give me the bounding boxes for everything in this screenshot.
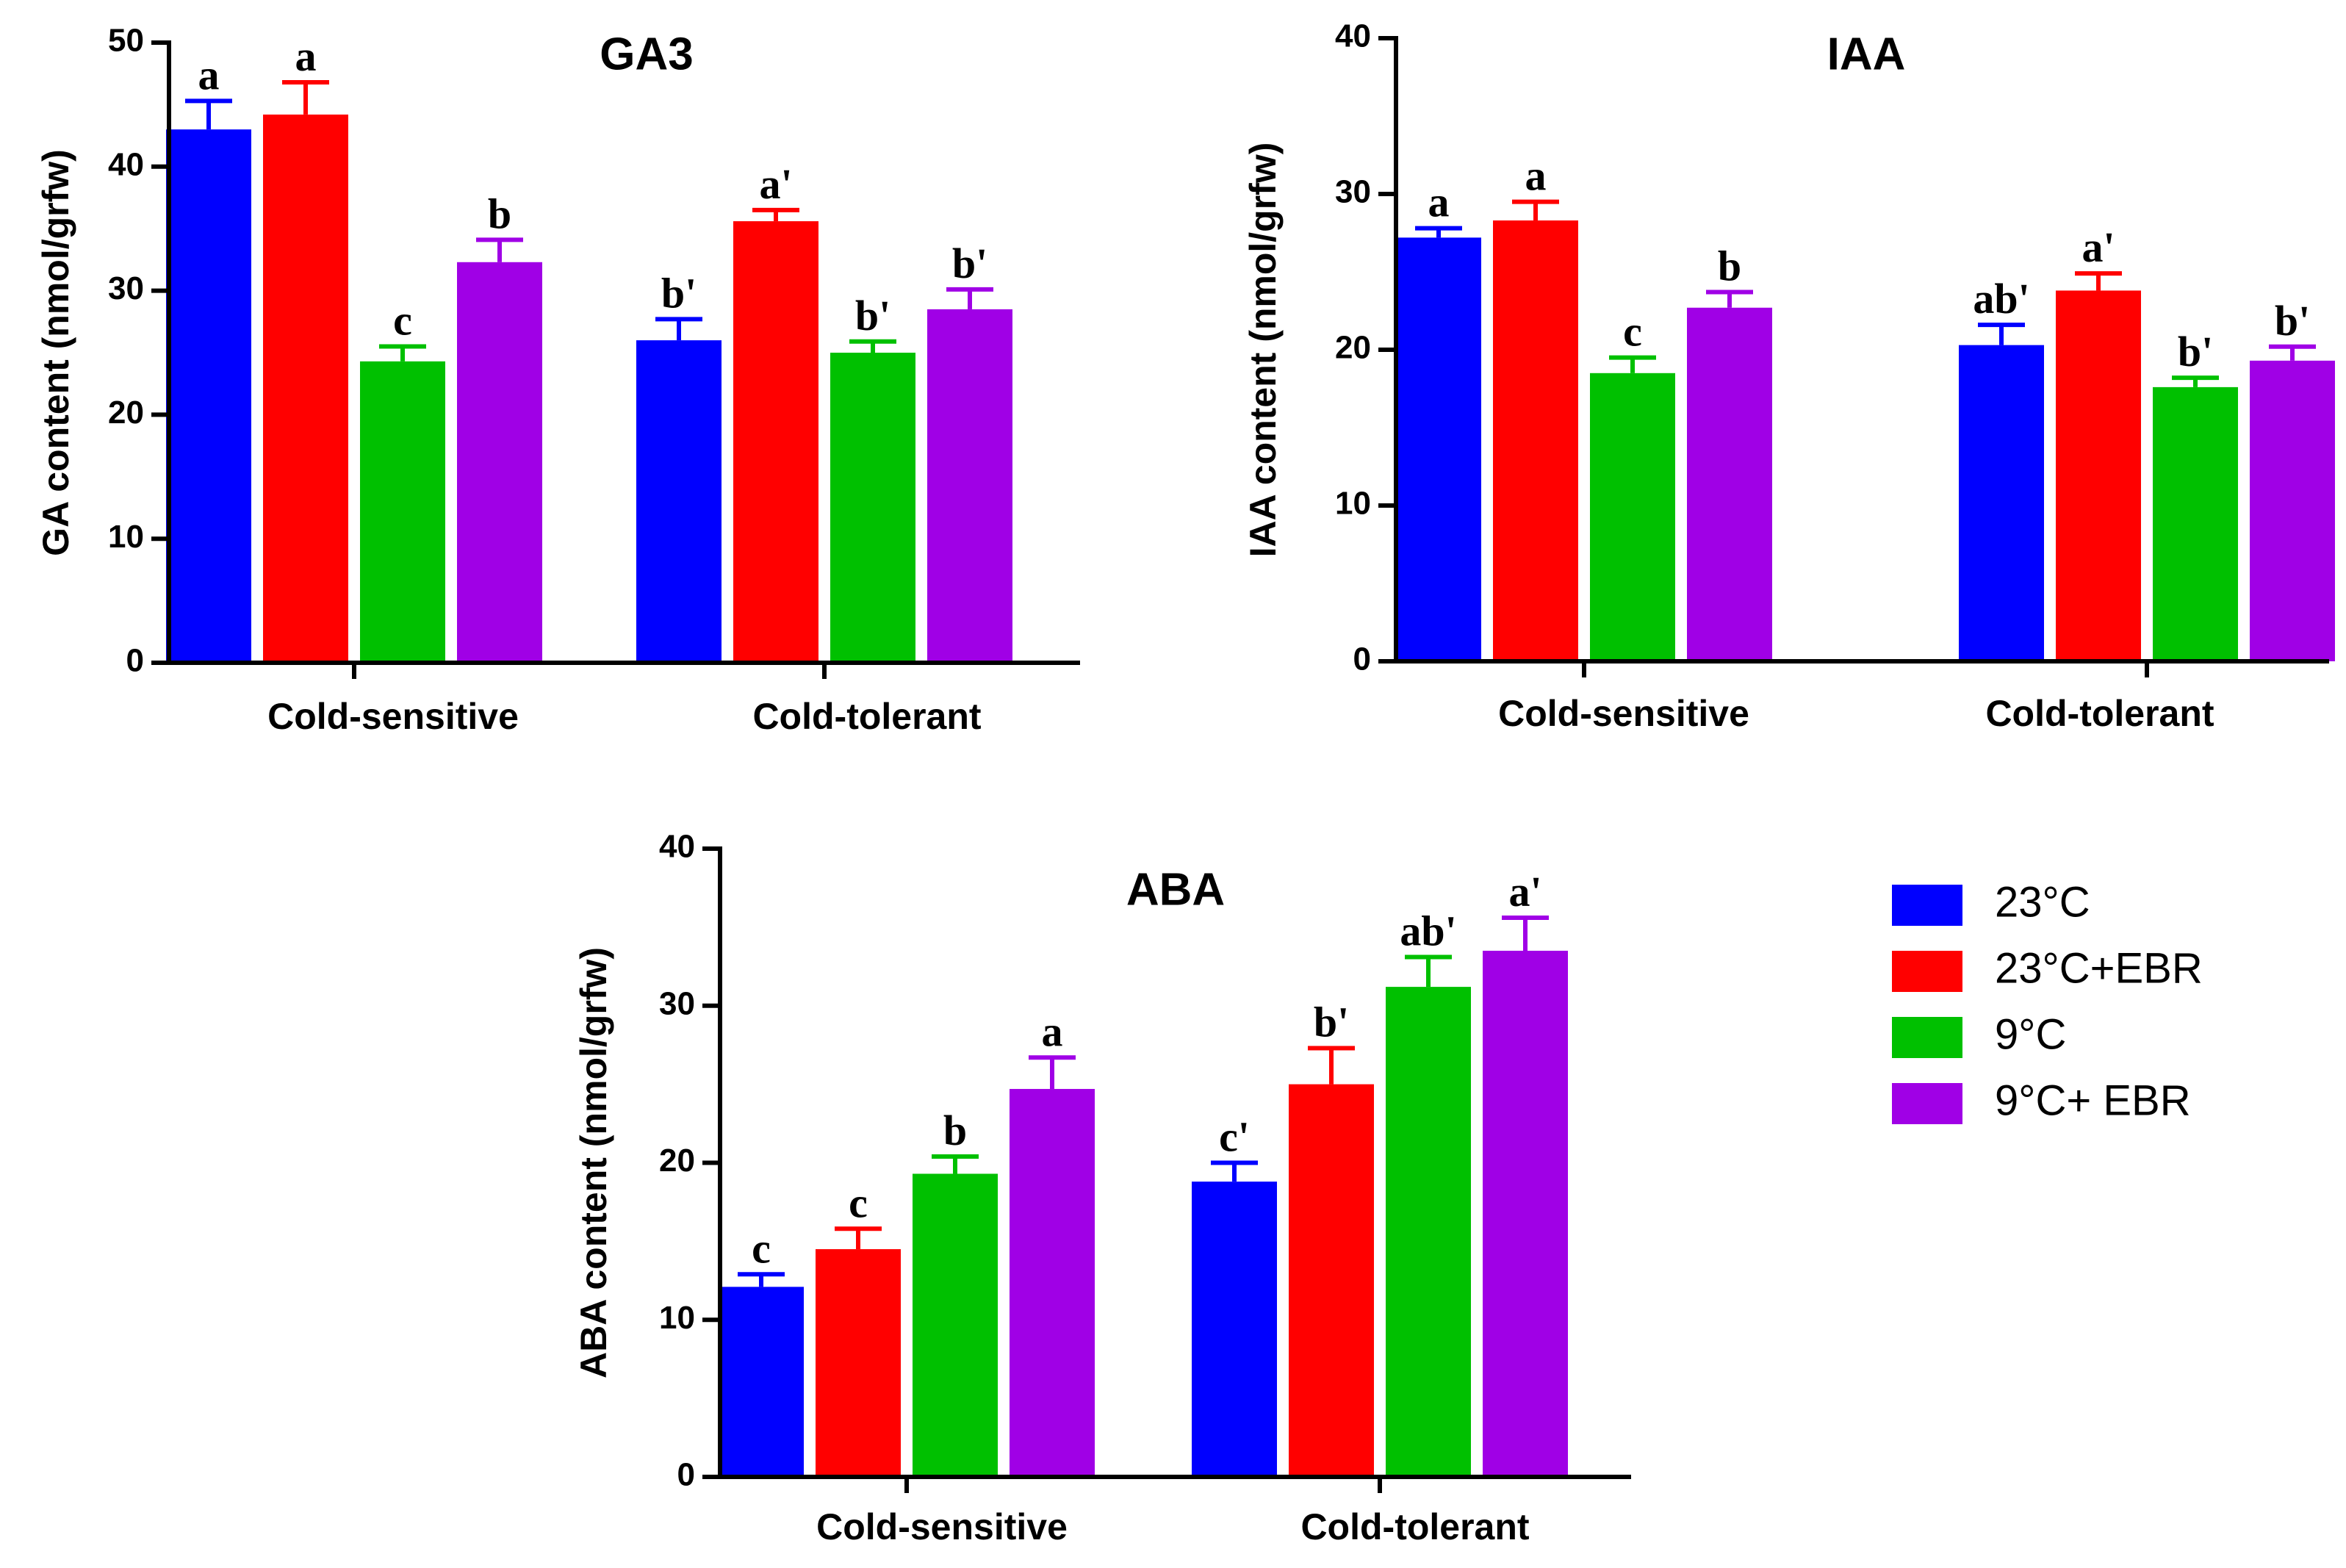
legend-swatch (1892, 1083, 1962, 1124)
y-tick-label: 40 (1335, 18, 1371, 54)
bar (2250, 360, 2335, 661)
y-tick-label: 30 (659, 985, 695, 1021)
y-axis-label: GA content (nmol/grfw) (35, 149, 76, 556)
y-tick-label: 20 (108, 395, 144, 431)
aba-panel: ABA ABA content (nmol/grfw) c c' c b' b ab' a a' 0… (573, 829, 1631, 1547)
bar (733, 221, 818, 663)
bar (1192, 1182, 1277, 1477)
y-tick-label: 0 (1353, 641, 1371, 677)
chart-title: IAA (1827, 29, 1906, 79)
bar (1493, 220, 1578, 661)
chart-title: GA3 (600, 29, 693, 79)
bar (2153, 386, 2238, 661)
significance-label: b (1718, 242, 1741, 290)
significance-label: b (943, 1107, 967, 1154)
y-axis-label: ABA content (nmol/grfw) (573, 947, 614, 1378)
legend-swatch (1892, 951, 1962, 992)
significance-label: b' (855, 292, 890, 339)
y-axis-label: IAA content (nmol/grfw) (1242, 143, 1284, 558)
bar (1959, 345, 2044, 661)
significance-label: c (1623, 308, 1642, 356)
legend-label: 9°C (1995, 1010, 2066, 1058)
y-tick-label: 50 (108, 23, 144, 59)
significance-label: b (488, 190, 511, 237)
bar (166, 129, 251, 663)
bar (1289, 1084, 1374, 1477)
y-tick-label: 0 (677, 1457, 695, 1493)
bar (1386, 987, 1471, 1477)
y-tick-label: 40 (659, 829, 695, 865)
significance-label: a (1042, 1007, 1063, 1055)
bar (263, 114, 348, 663)
y-tick-label: 40 (108, 146, 144, 182)
legend-label: 9°C+ EBR (1995, 1076, 2191, 1124)
significance-label: c' (1219, 1113, 1250, 1161)
legend-swatch (1892, 885, 1962, 926)
bar (1687, 307, 1772, 661)
bar (816, 1249, 901, 1477)
significance-label: a (1525, 152, 1547, 200)
bar (360, 361, 445, 663)
legend-label: 23°C+EBR (1995, 944, 2203, 992)
bar (1590, 373, 1675, 661)
significance-label: b' (1314, 998, 1349, 1046)
significance-label: a' (2081, 223, 2115, 271)
y-tick-label: 20 (1335, 330, 1371, 366)
category-label: Cold-tolerant (752, 696, 981, 737)
legend: 23°C 23°C+EBR 9°C 9°C+ EBR (1892, 878, 2203, 1124)
ga3-panel: GA3 GA content (nmol/grfw) a b' a a' c b' b b' 0 10… (35, 23, 1080, 737)
significance-label: b' (952, 240, 987, 287)
significance-label: a (295, 32, 317, 80)
chart-title: ABA (1126, 864, 1225, 915)
category-label: Cold-tolerant (1300, 1506, 1529, 1547)
significance-label: a (198, 51, 220, 98)
bar (913, 1173, 998, 1477)
significance-label: b' (2178, 328, 2213, 375)
bar (1010, 1089, 1095, 1477)
y-tick-label: 10 (659, 1300, 695, 1336)
y-tick-label: 30 (108, 270, 144, 306)
significance-label: b' (2275, 297, 2310, 345)
significance-label: c (849, 1179, 868, 1226)
bar (1396, 237, 1481, 661)
bar (1483, 950, 1568, 1477)
significance-label: a (1428, 179, 1450, 226)
significance-label: ab' (1973, 275, 2029, 323)
iaa-panel: IAA IAA content (nmol/grfw) a ab' a a' c b' b b' 0… (1242, 18, 2335, 734)
y-tick-label: 10 (108, 519, 144, 555)
y-tick-label: 0 (126, 643, 144, 679)
significance-label: c (393, 297, 412, 345)
category-label: Cold-sensitive (1498, 693, 1749, 734)
significance-label: c (752, 1224, 771, 1272)
bar (927, 309, 1012, 663)
bar (2056, 290, 2141, 661)
legend-label: 23°C (1995, 878, 2090, 926)
y-tick-label: 10 (1335, 486, 1371, 522)
bar (719, 1287, 804, 1477)
significance-label: b' (661, 269, 697, 317)
category-label: Cold-sensitive (267, 696, 519, 737)
legend-swatch (1892, 1017, 1962, 1058)
category-label: Cold-tolerant (1985, 693, 2214, 734)
bar (830, 353, 915, 663)
bar (636, 340, 722, 663)
category-label: Cold-sensitive (816, 1506, 1068, 1547)
significance-label: a' (759, 160, 792, 208)
bar (457, 262, 542, 663)
y-tick-label: 20 (659, 1143, 695, 1179)
y-tick-label: 30 (1335, 174, 1371, 210)
significance-label: ab' (1400, 907, 1456, 954)
significance-label: a' (1508, 868, 1541, 916)
